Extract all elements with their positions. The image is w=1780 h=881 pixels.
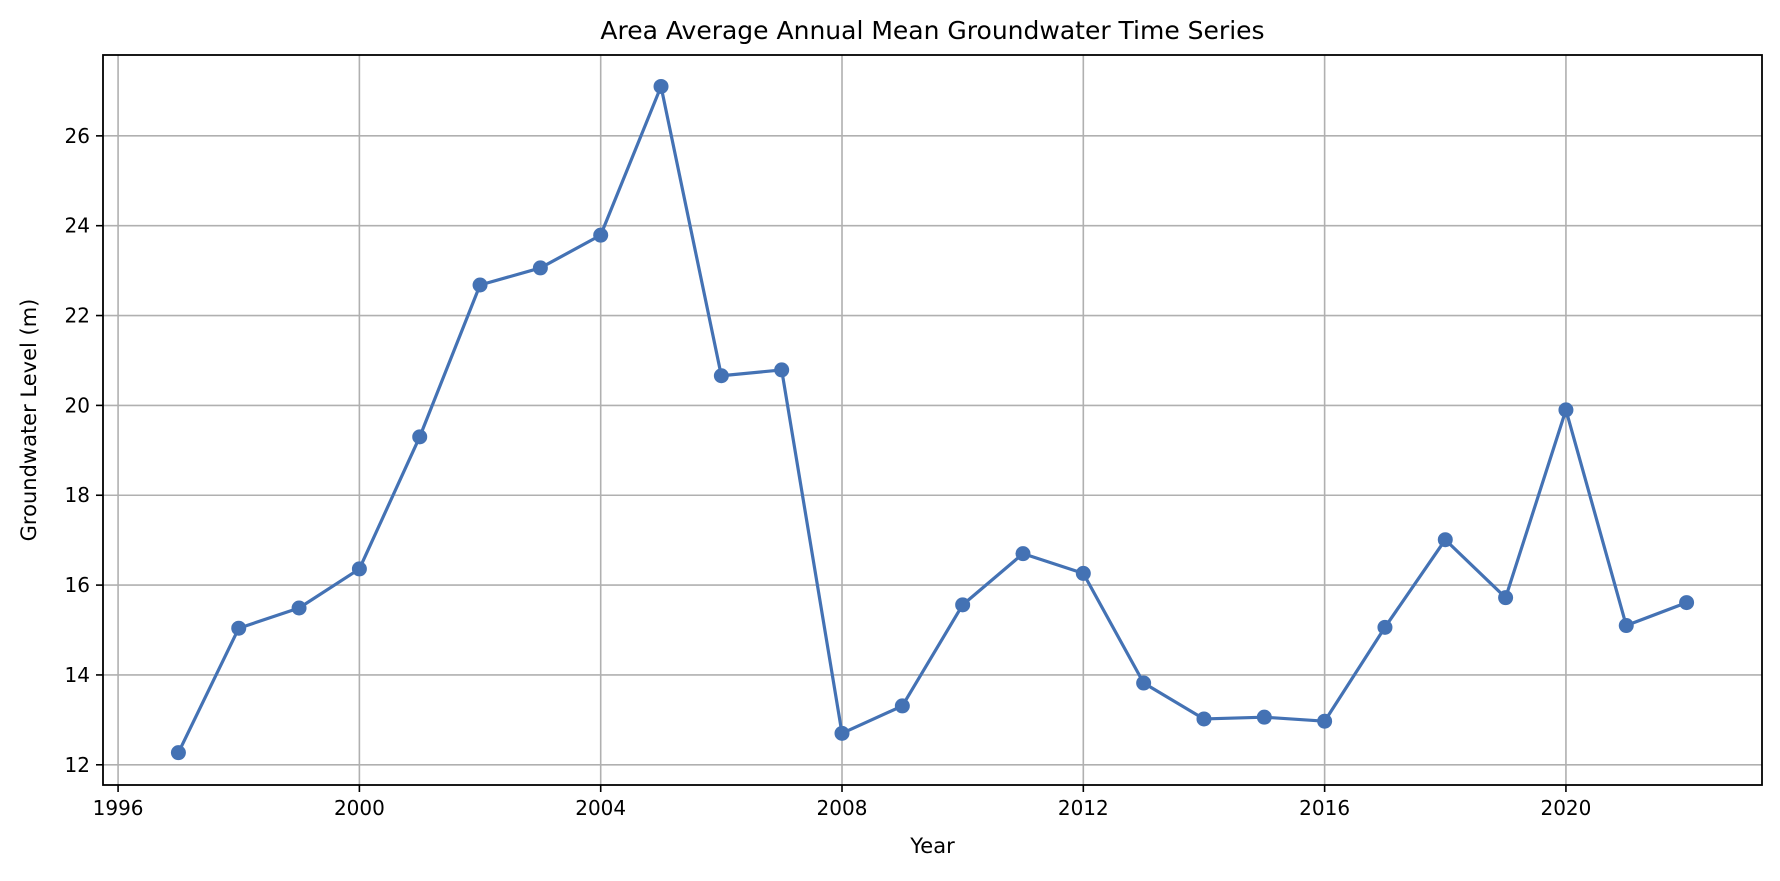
y-tick-label: 14 [65, 663, 90, 687]
y-tick-label: 16 [65, 573, 90, 597]
y-tick-label: 26 [65, 124, 90, 148]
data-point [351, 561, 367, 577]
data-point [1679, 595, 1695, 611]
x-tick-label: 2020 [1540, 796, 1591, 820]
data-point [1075, 565, 1091, 581]
series-line [176, 84, 1688, 754]
data-point [1015, 546, 1031, 562]
x-tick-label: 2008 [817, 796, 868, 820]
gridlines [103, 55, 1762, 785]
data-point [955, 597, 971, 613]
x-tick-label: 2016 [1299, 796, 1350, 820]
x-axis-ticks: 1996 2000 2004 2008 2012 2016 2020 [93, 785, 1591, 820]
data-point [412, 429, 428, 445]
data-point [1196, 711, 1212, 727]
data-point [1377, 619, 1393, 635]
x-tick-label: 1996 [93, 796, 144, 820]
data-point [1317, 713, 1333, 729]
data-point [1498, 590, 1514, 606]
y-tick-label: 24 [65, 214, 90, 238]
chart-title: Area Average Annual Mean Groundwater Tim… [600, 16, 1264, 45]
y-tick-label: 12 [65, 753, 90, 777]
data-point [1618, 618, 1634, 634]
y-tick-label: 20 [65, 393, 90, 417]
y-axis-ticks: 12 14 16 18 20 22 24 26 [65, 124, 103, 777]
data-point [774, 362, 790, 378]
data-point [231, 620, 247, 636]
y-axis-title: Groundwater Level (m) [17, 299, 41, 542]
plot-frame [102, 54, 1763, 786]
x-tick-label: 2000 [334, 796, 385, 820]
x-tick-label: 2004 [575, 796, 626, 820]
data-point [593, 227, 609, 243]
data-point [532, 260, 548, 276]
series-layer [170, 78, 1695, 761]
data-point [472, 277, 488, 293]
y-tick-label: 22 [65, 304, 90, 328]
data-point [1437, 532, 1453, 548]
data-point [894, 698, 910, 714]
data-point [1558, 402, 1574, 418]
x-tick-label: 2012 [1058, 796, 1109, 820]
data-point [291, 600, 307, 616]
data-point [1256, 709, 1272, 725]
x-axis-title: Year [909, 834, 955, 858]
data-point [834, 725, 850, 741]
data-point [713, 368, 729, 384]
data-point [170, 745, 186, 761]
data-point [1136, 675, 1152, 691]
y-tick-label: 18 [65, 483, 90, 507]
data-point [653, 78, 669, 94]
